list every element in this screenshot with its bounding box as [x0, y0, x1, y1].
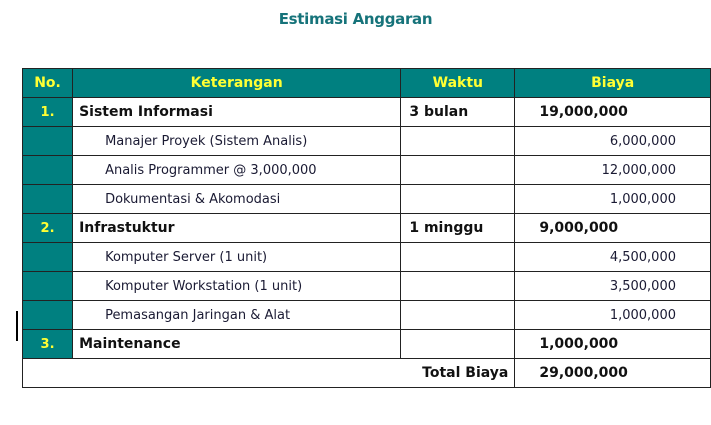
- row-duration: [400, 300, 516, 330]
- row-description: Sistem Informasi: [72, 97, 402, 127]
- total-label: Total Biaya: [21, 358, 516, 388]
- row-cost: 1,000,000: [514, 184, 711, 214]
- row-description: Maintenance: [72, 329, 402, 359]
- row-cost: 1,000,000: [514, 329, 711, 359]
- row-number: [21, 242, 74, 272]
- row-number: [21, 271, 74, 301]
- row-number: [21, 184, 74, 214]
- page-title: Estimasi Anggaran: [278, 10, 433, 28]
- row-duration: [400, 329, 516, 359]
- table-row: Manajer Proyek (Sistem Analis) 6,000,000: [21, 126, 711, 156]
- row-duration: [400, 271, 516, 301]
- table-row-category: 2. Infrastuktur 1 minggu 9,000,000: [21, 213, 711, 243]
- row-description: Dokumentasi & Akomodasi: [72, 184, 402, 214]
- row-number: 2.: [21, 213, 74, 243]
- row-duration: 3 bulan: [400, 97, 516, 127]
- table-row-category: 3. Maintenance 1,000,000: [21, 329, 711, 359]
- total-row: Total Biaya 29,000,000: [21, 358, 711, 388]
- row-duration: [400, 155, 516, 185]
- row-description: Komputer Workstation (1 unit): [72, 271, 402, 301]
- row-cost: 12,000,000: [514, 155, 711, 185]
- header-biaya: Biaya: [514, 68, 711, 98]
- budget-table: No. Keterangan Waktu Biaya 1. Sistem Inf…: [21, 68, 711, 388]
- row-cost: 6,000,000: [514, 126, 711, 156]
- row-cost: 4,500,000: [514, 242, 711, 272]
- table-row: Komputer Server (1 unit) 4,500,000: [21, 242, 711, 272]
- row-duration: [400, 184, 516, 214]
- table-row: Analis Programmer @ 3,000,000 12,000,000: [21, 155, 711, 185]
- header-keterangan: Keterangan: [72, 68, 402, 98]
- table-row: Pemasangan Jaringan & Alat 1,000,000: [21, 300, 711, 330]
- row-description: Infrastuktur: [72, 213, 402, 243]
- table-row: Dokumentasi & Akomodasi 1,000,000: [21, 184, 711, 214]
- row-description: Komputer Server (1 unit): [72, 242, 402, 272]
- row-cost: 9,000,000: [514, 213, 711, 243]
- row-number: 3.: [21, 329, 74, 359]
- row-number: [21, 126, 74, 156]
- table-row: Komputer Workstation (1 unit) 3,500,000: [21, 271, 711, 301]
- row-duration: [400, 242, 516, 272]
- row-description: Manajer Proyek (Sistem Analis): [72, 126, 402, 156]
- row-duration: 1 minggu: [400, 213, 516, 243]
- header-waktu: Waktu: [400, 68, 516, 98]
- row-number: [21, 155, 74, 185]
- table-row-category: 1. Sistem Informasi 3 bulan 19,000,000: [21, 97, 711, 127]
- row-description: Pemasangan Jaringan & Alat: [72, 300, 402, 330]
- table-header-row: No. Keterangan Waktu Biaya: [21, 68, 711, 98]
- row-cost: 1,000,000: [514, 300, 711, 330]
- total-value: 29,000,000: [514, 358, 711, 388]
- header-no: No.: [21, 68, 74, 98]
- row-description: Analis Programmer @ 3,000,000: [72, 155, 402, 185]
- row-duration: [400, 126, 516, 156]
- text-cursor-marker: [16, 311, 18, 341]
- row-number: 1.: [21, 97, 74, 127]
- row-cost: 19,000,000: [514, 97, 711, 127]
- row-number: [21, 300, 74, 330]
- row-cost: 3,500,000: [514, 271, 711, 301]
